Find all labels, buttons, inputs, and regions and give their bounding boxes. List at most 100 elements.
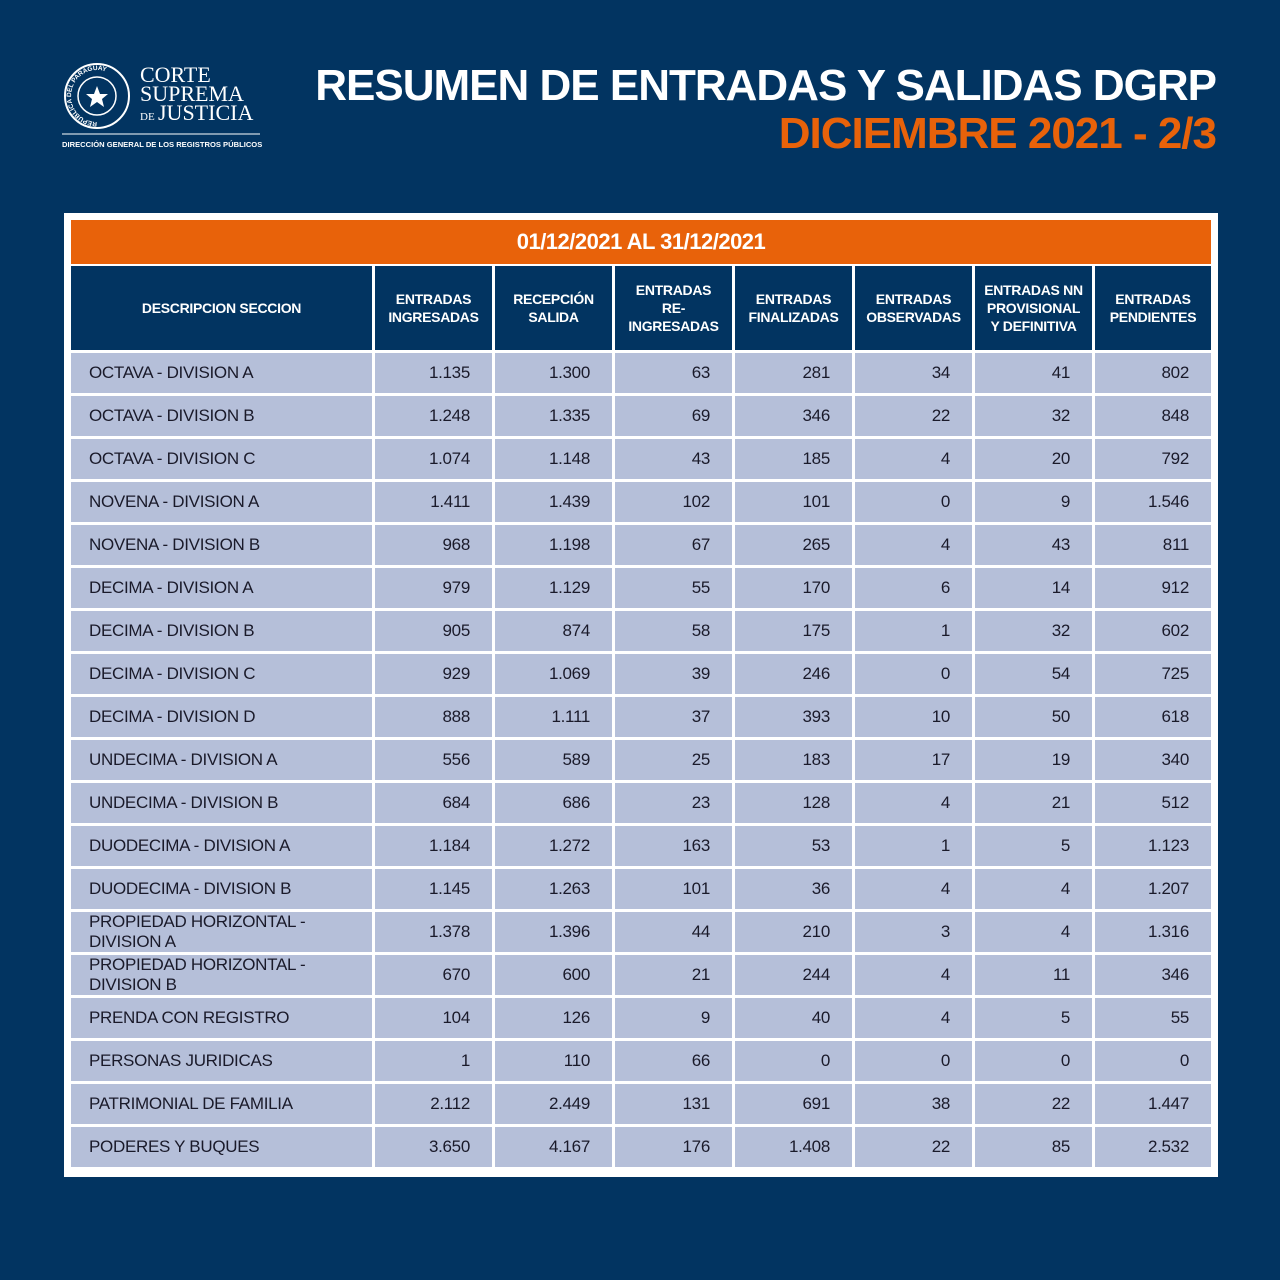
cell: 802 [1095, 353, 1211, 393]
cell: 1.198 [495, 525, 612, 565]
cell: 2.112 [375, 1084, 492, 1124]
cell: 20 [975, 439, 1092, 479]
row-label: DUODECIMA - DIVISION A [71, 826, 372, 866]
row-label: PERSONAS JURIDICAS [71, 1041, 372, 1081]
cell: 58 [615, 611, 732, 651]
cell: 1.111 [495, 697, 612, 737]
cell: 602 [1095, 611, 1211, 651]
cell: 1.207 [1095, 869, 1211, 909]
cell: 0 [855, 1041, 972, 1081]
cell: 4 [855, 783, 972, 823]
cell: 10 [855, 697, 972, 737]
cell: 4 [975, 912, 1092, 952]
cell: 19 [975, 740, 1092, 780]
cell: 39 [615, 654, 732, 694]
cell: 1.145 [375, 869, 492, 909]
column-header: ENTRADAS FINALIZADAS [735, 266, 852, 350]
logo-line: SUPREMA [140, 81, 244, 106]
cell: 1.447 [1095, 1084, 1211, 1124]
cell: 104 [375, 998, 492, 1038]
cell: 888 [375, 697, 492, 737]
cell: 101 [735, 482, 852, 522]
cell: 66 [615, 1041, 732, 1081]
row-label: OCTAVA - DIVISION A [71, 353, 372, 393]
cell: 1 [855, 611, 972, 651]
table: 01/12/2021 AL 31/12/2021 DESCRIPCION SEC… [64, 213, 1218, 1177]
row-label: DECIMA - DIVISION D [71, 697, 372, 737]
cell: 5 [975, 826, 1092, 866]
cell: 1.123 [1095, 826, 1211, 866]
cell: 912 [1095, 568, 1211, 608]
cell: 32 [975, 611, 1092, 651]
cell: 54 [975, 654, 1092, 694]
column-header: ENTRADAS RE-INGRESADAS [615, 266, 732, 350]
row-label: PODERES Y BUQUES [71, 1127, 372, 1167]
cell: 131 [615, 1084, 732, 1124]
cell: 4 [855, 439, 972, 479]
cell: 0 [855, 654, 972, 694]
cell: 128 [735, 783, 852, 823]
cell: 725 [1095, 654, 1211, 694]
subtitle: DICIEMBRE 2021 - 2/3 [778, 109, 1217, 158]
cell: 176 [615, 1127, 732, 1167]
row-label: PROPIEDAD HORIZONTAL - DIVISION B [71, 955, 372, 995]
cell: 3 [855, 912, 972, 952]
row-label: DECIMA - DIVISION B [71, 611, 372, 651]
cell: 32 [975, 396, 1092, 436]
seal-inner [77, 76, 117, 116]
cell: 1.408 [735, 1127, 852, 1167]
row-label: DECIMA - DIVISION A [71, 568, 372, 608]
row-label: PRENDA CON REGISTRO [71, 998, 372, 1038]
logo-line: DE [140, 111, 155, 123]
row-label: UNDECIMA - DIVISION A [71, 740, 372, 780]
cell: 126 [495, 998, 612, 1038]
cell: 22 [855, 1127, 972, 1167]
cell: 55 [1095, 998, 1211, 1038]
cell: 36 [735, 869, 852, 909]
row-label: UNDECIMA - DIVISION B [71, 783, 372, 823]
cell: 979 [375, 568, 492, 608]
cell: 1.335 [495, 396, 612, 436]
cell: 246 [735, 654, 852, 694]
cell: 1 [855, 826, 972, 866]
cell: 1.378 [375, 912, 492, 952]
cell: 43 [615, 439, 732, 479]
cell: 23 [615, 783, 732, 823]
cell: 281 [735, 353, 852, 393]
title: RESUMEN DE ENTRADAS Y SALIDAS DGRP [315, 61, 1217, 110]
cell: 44 [615, 912, 732, 952]
cell: 9 [615, 998, 732, 1038]
cell: 17 [855, 740, 972, 780]
cell: 183 [735, 740, 852, 780]
cell: 556 [375, 740, 492, 780]
cell: 69 [615, 396, 732, 436]
cell: 163 [615, 826, 732, 866]
column-header: RECEPCIÓN SALIDA [495, 266, 612, 350]
cell: 792 [1095, 439, 1211, 479]
cell: 393 [735, 697, 852, 737]
cell: 3.650 [375, 1127, 492, 1167]
cell: 686 [495, 783, 612, 823]
cell: 22 [855, 396, 972, 436]
cell: 589 [495, 740, 612, 780]
cell: 1.184 [375, 826, 492, 866]
cell: 55 [615, 568, 732, 608]
row-label: OCTAVA - DIVISION C [71, 439, 372, 479]
column-header: ENTRADAS INGRESADAS [375, 266, 492, 350]
cell: 684 [375, 783, 492, 823]
row-label: DUODECIMA - DIVISION B [71, 869, 372, 909]
cell: 1.069 [495, 654, 612, 694]
cell: 21 [615, 955, 732, 995]
cell: 67 [615, 525, 732, 565]
logo-line: JUSTICIA [158, 100, 253, 125]
logo-line: CORTE [140, 62, 211, 87]
cell: 14 [975, 568, 1092, 608]
cell: 50 [975, 697, 1092, 737]
cell: 185 [735, 439, 852, 479]
row-label: OCTAVA - DIVISION B [71, 396, 372, 436]
cell: 101 [615, 869, 732, 909]
period: 01/12/2021 AL 31/12/2021 [71, 220, 1211, 264]
cell: 0 [855, 482, 972, 522]
cell: 170 [735, 568, 852, 608]
cell: 0 [735, 1041, 852, 1081]
